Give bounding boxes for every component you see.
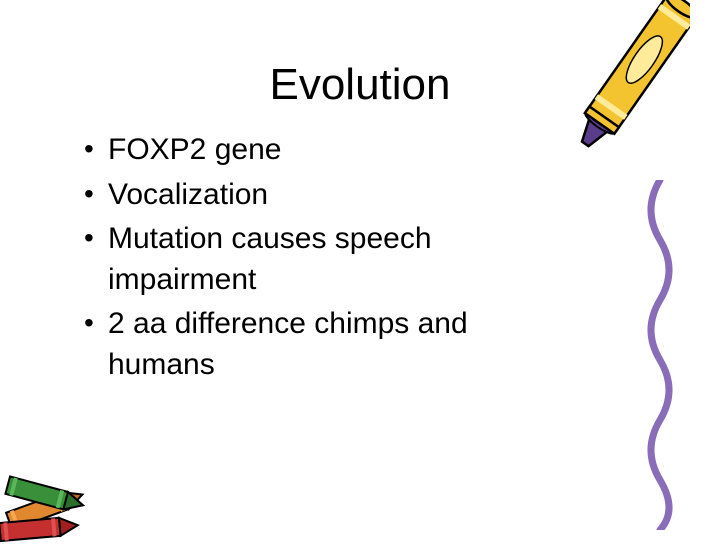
- slide-container: Evolution FOXP2 gene Vocalization Mutati…: [0, 0, 720, 540]
- list-item: 2 aa difference chimps and humans: [80, 304, 520, 385]
- list-item: FOXP2 gene: [80, 130, 520, 171]
- list-item: Mutation causes speech impairment: [80, 219, 520, 300]
- crayon-top-icon: [570, 0, 690, 180]
- slide-title: Evolution: [80, 60, 640, 110]
- bullet-list: FOXP2 gene Vocalization Mutation causes …: [80, 130, 520, 385]
- crayons-bottom-icon: [0, 450, 130, 550]
- list-item: Vocalization: [80, 175, 520, 216]
- squiggle-line-icon: [640, 180, 680, 530]
